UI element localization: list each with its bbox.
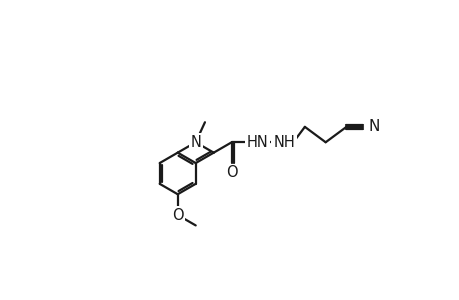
Text: N: N	[367, 119, 379, 134]
Text: NH: NH	[273, 135, 294, 150]
Text: N: N	[190, 135, 201, 150]
Text: O: O	[225, 165, 237, 180]
Text: HN: HN	[246, 135, 268, 150]
Text: O: O	[172, 208, 183, 223]
